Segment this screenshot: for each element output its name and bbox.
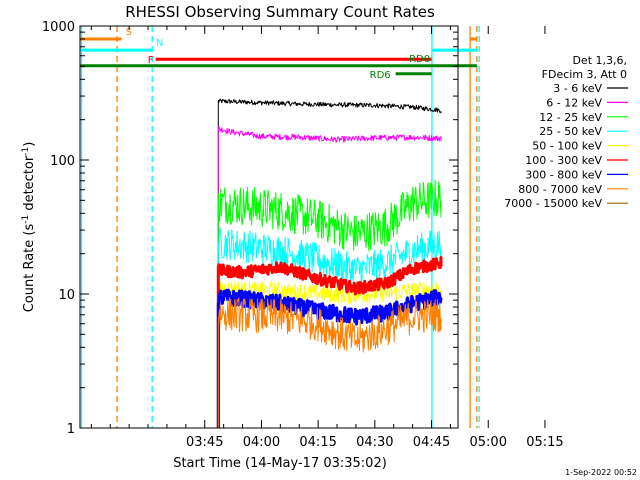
y-axis-label-mid: detector <box>22 155 37 215</box>
plot-area: S NF RD0 RD6 <box>80 26 480 428</box>
y-axis-label-sup2: -1 <box>21 147 31 156</box>
legend-label-100-300-kev: 100 - 300 keV <box>525 154 602 167</box>
legend-label-25-50-kev: 25 - 50 keV <box>539 125 602 138</box>
y-axis-label-end: ) <box>22 142 37 147</box>
x-tick-label: 05:15 <box>526 435 563 450</box>
status-bar-label-s: S <box>126 27 132 38</box>
x-axis-label: Start Time (14-May-17 03:35:02) <box>173 456 387 471</box>
legend-header-1: Det 1,3,6, <box>572 54 627 67</box>
plot-frame <box>79 25 459 429</box>
y-axis-label-main: Count Rate (s <box>22 224 37 313</box>
x-tick-label: 05:00 <box>470 435 507 450</box>
x-tick-label: 04:15 <box>299 435 336 450</box>
chart-title: RHESSI Observing Summary Count Rates <box>125 3 435 21</box>
x-tick-label: 04:45 <box>413 435 450 450</box>
legend-label-12-25-kev: 12 - 25 keV <box>539 111 602 124</box>
status-bar-label-f: F <box>148 55 154 66</box>
series-300-800-kev <box>216 288 443 428</box>
legend-label-7000-15000-kev: 7000 - 15000 keV <box>504 197 602 210</box>
legend-label-800-7000-kev: 800 - 7000 keV <box>518 183 602 196</box>
series-100-300-kev <box>216 256 443 428</box>
x-tick-label: 03:45 <box>186 435 223 450</box>
legend-label-50-100-kev: 50 - 100 keV <box>532 140 602 153</box>
series-25-50-kev <box>217 227 442 428</box>
x-axis: 03:45 04:00 04:15 04:30 04:45 05:00 05:15 <box>90 26 564 450</box>
y-tick-label: 1000 <box>42 20 75 35</box>
x-tick-label: 04:30 <box>356 435 393 450</box>
y-axis-label-sup1: -1 <box>21 215 31 224</box>
y-tick-label: 10 <box>58 288 75 303</box>
status-bar-label-n: N <box>156 38 163 49</box>
series-3-6-kev <box>217 98 442 428</box>
status-bar-label-rd6: RD6 <box>370 70 391 81</box>
legend-label-6-12-kev: 6 - 12 keV <box>546 96 602 109</box>
status-bar-label-rd0: RD0 <box>409 54 430 65</box>
legend-header-2: FDecim 3, Att 0 <box>542 68 627 81</box>
series-12-25-kev <box>217 179 442 428</box>
y-tick-label: 100 <box>50 154 75 169</box>
x-tick-label: 04:00 <box>243 435 280 450</box>
y-axis: 1 10 100 1000 <box>42 20 458 437</box>
series-800-7000-kev <box>217 297 442 428</box>
legend-label-300-800-kev: 300 - 800 keV <box>525 168 602 181</box>
series-6-12-kev <box>217 126 442 428</box>
y-axis-label: Count Rate (s-1 detector-1) <box>21 142 37 313</box>
series-50-100-kev <box>217 279 442 428</box>
y-tick-label: 1 <box>67 422 75 437</box>
timestamp: 1-Sep-2022 00:52 <box>565 468 637 477</box>
legend-label-3-6-kev: 3 - 6 keV <box>553 82 602 95</box>
